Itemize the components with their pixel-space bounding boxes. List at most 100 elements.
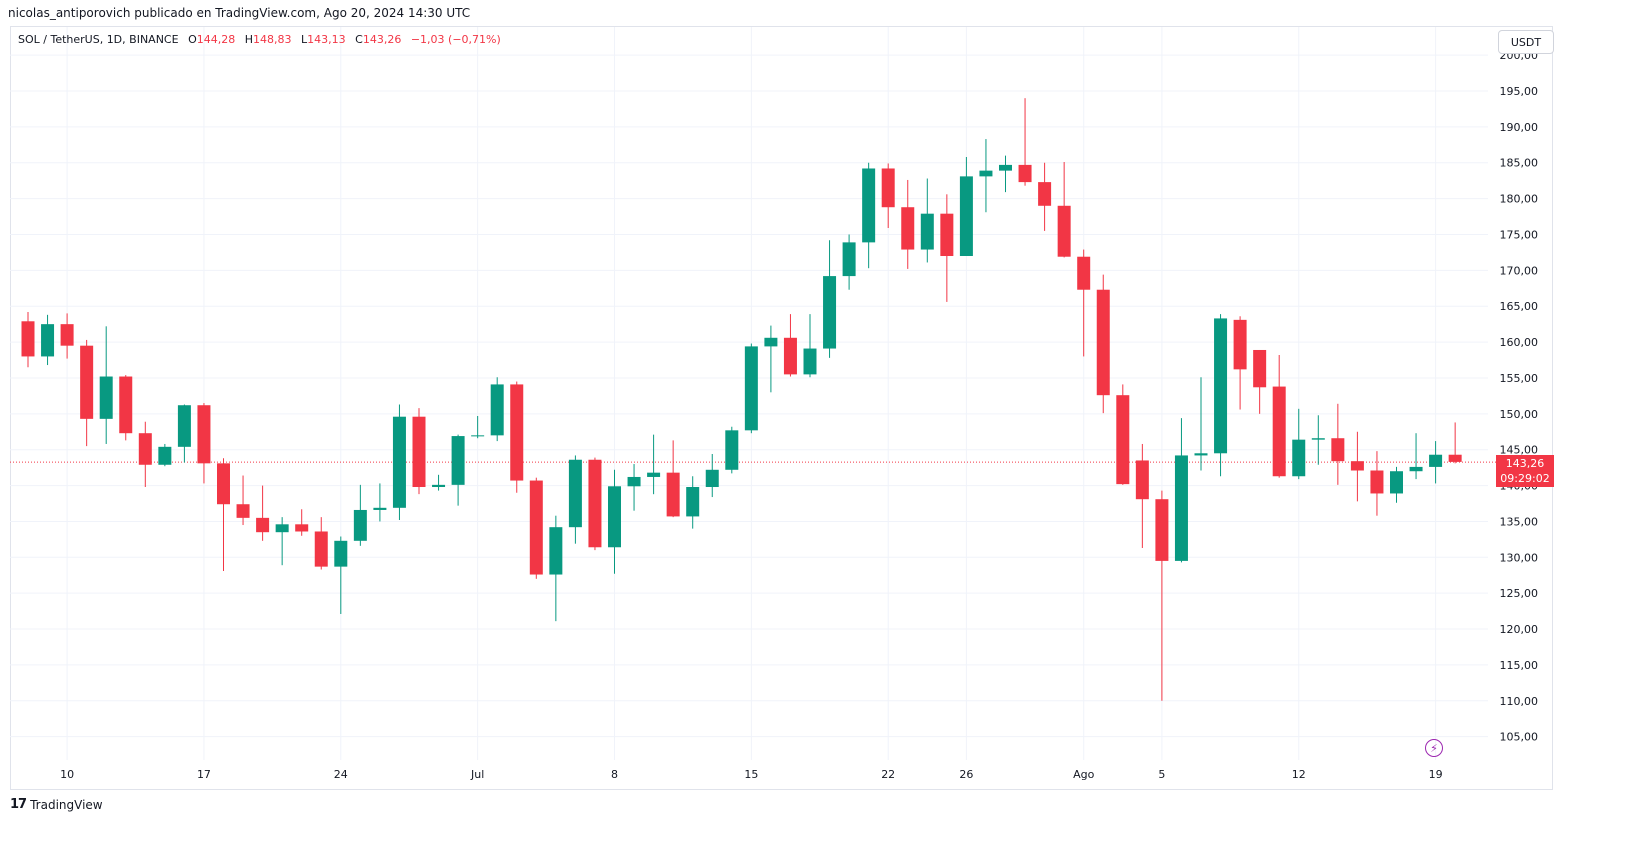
legend-change: −1,03 (−0,71%)	[410, 33, 501, 46]
candle	[803, 314, 817, 378]
candle-body	[510, 384, 524, 481]
candle-body	[1116, 395, 1130, 485]
candle-body	[1018, 164, 1032, 183]
y-tick-label: 160,00	[1500, 336, 1539, 349]
candle	[1409, 433, 1423, 480]
publish-header: nicolas_antiporovich publicado en Tradin…	[8, 6, 471, 20]
candle-body	[1409, 466, 1423, 472]
candle-body	[823, 276, 837, 349]
candle-body	[158, 446, 172, 465]
time-axis: 10 17 24 Jul 8 15 22 26 Ago 5 12 19	[60, 768, 1442, 781]
candle	[236, 475, 250, 526]
candle	[99, 326, 113, 444]
candle-body	[647, 472, 661, 477]
candle	[1350, 431, 1364, 502]
candle-body	[275, 524, 289, 533]
candle	[627, 464, 641, 511]
candle-body	[1135, 460, 1149, 500]
brand-name: TradingView	[30, 797, 103, 812]
candle-series	[21, 98, 1462, 701]
y-tick-label: 115,00	[1500, 659, 1539, 672]
candle-body	[1272, 386, 1286, 477]
legend-close-value: 143,26	[362, 33, 402, 46]
candle-body	[99, 376, 113, 419]
candle-body	[1350, 461, 1364, 471]
candle	[1174, 418, 1188, 563]
tradingview-brand[interactable]: 𝟭𝟳 TradingView	[10, 797, 103, 812]
candle-body	[138, 433, 152, 465]
candle-body	[940, 213, 954, 257]
legend-high-label: H	[244, 33, 254, 46]
x-tick-label: 12	[1292, 768, 1306, 781]
candle-body	[1370, 470, 1384, 494]
candle-body	[21, 321, 35, 357]
x-tick-label: 22	[881, 768, 895, 781]
candle-body	[862, 168, 876, 243]
candle-body	[999, 164, 1012, 171]
candle	[138, 421, 152, 488]
y-tick-label: 190,00	[1500, 121, 1539, 134]
candle-body	[490, 384, 504, 436]
candle-body	[256, 517, 270, 533]
candle	[373, 483, 387, 522]
candle-body	[1096, 289, 1110, 396]
symbol-legend: SOL / TetherUS, 1D, BINANCE O144,28 H148…	[18, 33, 501, 46]
candle	[1038, 162, 1052, 231]
candle	[314, 517, 328, 570]
candle-body	[295, 524, 309, 532]
y-tick-label: 195,00	[1500, 85, 1539, 98]
candle	[881, 163, 895, 229]
candle	[1390, 466, 1403, 503]
candle	[1331, 403, 1345, 485]
legend-low-value: 143,13	[307, 33, 346, 46]
candle-body	[1448, 454, 1462, 462]
candle-body	[803, 348, 817, 375]
currency-unit-button[interactable]: USDT	[1498, 30, 1554, 54]
candle-body	[588, 459, 602, 548]
candle-body	[705, 469, 719, 488]
candle-body	[1311, 438, 1325, 440]
y-tick-label: 145,00	[1500, 444, 1539, 457]
chart-frame	[10, 26, 1553, 790]
candle	[1311, 415, 1325, 465]
candle	[823, 240, 837, 358]
candle	[275, 517, 289, 566]
candle	[1448, 422, 1462, 464]
candle	[353, 484, 367, 546]
candle-body	[627, 476, 641, 487]
candle	[1135, 443, 1149, 548]
candle-body	[568, 459, 582, 528]
y-tick-label: 185,00	[1500, 157, 1539, 170]
candle	[725, 426, 739, 474]
candle-body	[1429, 454, 1443, 467]
candle	[1018, 98, 1032, 186]
candle-body	[217, 463, 230, 505]
lightning-icon[interactable]: ⚡	[1425, 739, 1443, 757]
candle	[412, 408, 426, 495]
candle-body	[432, 484, 446, 488]
y-tick-label: 135,00	[1500, 515, 1539, 528]
bar-countdown: 09:29:02	[1500, 472, 1550, 485]
candle	[217, 458, 230, 571]
candle	[1214, 314, 1228, 477]
candle	[686, 476, 700, 529]
candle-body	[686, 487, 700, 517]
candle	[901, 179, 915, 269]
candle-body	[1194, 453, 1208, 456]
candle	[490, 377, 504, 442]
y-tick-label: 180,00	[1500, 193, 1539, 206]
candle-body	[1174, 455, 1188, 561]
legend-symbol: SOL / TetherUS, 1D, BINANCE	[18, 33, 179, 46]
x-tick-label: 24	[334, 768, 348, 781]
x-tick-label: 5	[1158, 768, 1165, 781]
x-tick-label: 15	[744, 768, 758, 781]
candle	[588, 457, 602, 551]
candle	[80, 339, 94, 447]
candle-body	[783, 337, 797, 375]
candle	[705, 454, 719, 498]
candle	[529, 477, 543, 579]
candle-body	[451, 436, 465, 485]
candle	[119, 375, 133, 441]
candle-body	[80, 345, 94, 419]
